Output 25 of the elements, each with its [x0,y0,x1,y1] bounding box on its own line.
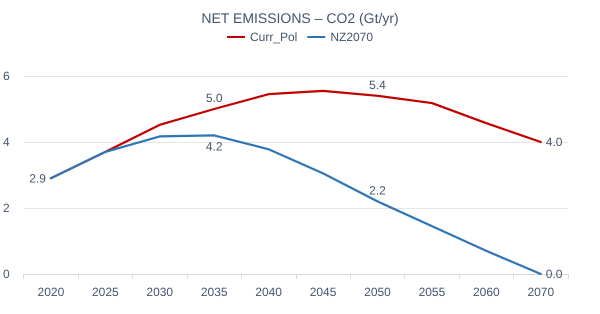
data-label: 2.2 [369,183,386,198]
x-tick-label: 2070 [527,285,554,299]
x-tick-label: 2030 [146,285,174,299]
x-tick-label: 2020 [38,285,65,299]
data-label: 5.0 [206,91,223,105]
data-label: 4.2 [206,139,223,154]
x-tick-label: 2025 [92,285,119,299]
data-label: 0.0 [546,267,563,281]
y-tick-label: 2 [2,201,10,215]
data-label: 2.9 [29,171,46,186]
line-series [50,134,542,276]
legend-label: NZ2070 [330,30,374,44]
x-tick-label: 2045 [310,285,337,299]
x-tick-label: 2060 [473,285,500,299]
data-label: 5.4 [369,78,386,92]
data-label: 4.0 [546,135,563,149]
x-tick-label: 2035 [200,285,228,299]
y-tick-label: 0 [2,267,10,281]
y-tick-label: 6 [2,69,10,83]
legend-label: Curr_Pol [250,30,298,44]
x-tick-label: 2050 [364,285,392,299]
x-tick-label: 2040 [255,285,282,299]
x-tick-label: 2055 [418,285,446,299]
y-tick-label: 4 [2,135,10,149]
chart-title: NET EMISSIONS – CO2 (Gt/yr) [201,10,399,26]
